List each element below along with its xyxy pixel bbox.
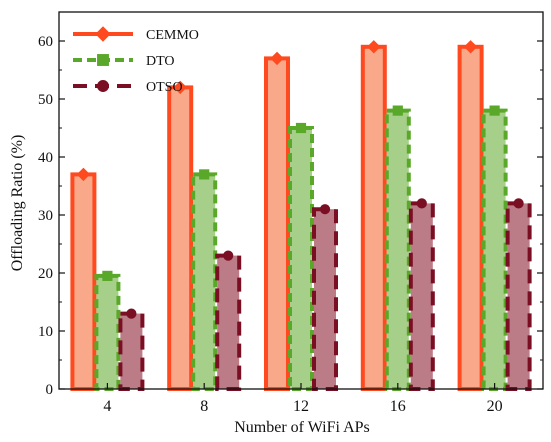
bar-cemmo-12 — [264, 56, 290, 392]
legend-marker-dto — [97, 54, 109, 66]
bar-cemmo-4 — [70, 172, 97, 391]
bar-otso-8 — [215, 253, 242, 391]
bar-cemmo-16 — [360, 44, 387, 392]
bar-cemmo-8 — [167, 85, 194, 392]
marker-dto-8 — [199, 169, 210, 180]
y-tick-label-10: 10 — [38, 324, 53, 340]
bar-dto-20 — [481, 108, 508, 391]
y-tick-label-0: 0 — [46, 382, 54, 398]
bar-dto-16 — [384, 108, 411, 391]
bar-dto-8 — [191, 172, 218, 391]
x-tick-label-12: 12 — [293, 398, 309, 415]
x-tick-label-20: 20 — [487, 398, 503, 415]
marker-otso-16 — [416, 198, 427, 209]
legend-label-otso: OTSO — [146, 80, 183, 95]
bar-otso-20 — [505, 201, 532, 391]
bar-dto-12 — [288, 126, 314, 391]
x-tick-label-8: 8 — [200, 398, 208, 415]
marker-dto-12 — [295, 122, 307, 134]
marker-cemmo-4 — [76, 167, 91, 182]
y-tick-label-60: 60 — [38, 34, 53, 50]
legend-marker-otso — [97, 80, 109, 92]
bar-cemmo-20 — [457, 44, 484, 392]
marker-cemmo-8 — [173, 80, 187, 95]
y-tick-label-20: 20 — [38, 266, 53, 282]
bar-dto-4 — [94, 273, 121, 391]
y-tick-label-30: 30 — [38, 208, 53, 224]
marker-cemmo-12 — [270, 51, 284, 66]
y-axis-label: Offloading Ratio (%) — [9, 135, 26, 272]
x-tick-label-16: 16 — [390, 398, 406, 415]
marker-otso-20 — [513, 198, 524, 209]
marker-otso-8 — [223, 250, 234, 261]
legend-label-cemmo: CEMMO — [146, 28, 199, 43]
marker-otso-4 — [126, 308, 137, 319]
marker-dto-20 — [489, 105, 500, 116]
marker-dto-16 — [392, 105, 403, 116]
marker-cemmo-16 — [367, 40, 381, 54]
bar-otso-12 — [312, 207, 338, 391]
y-tick-label-50: 50 — [38, 92, 53, 108]
y-tick-label-40: 40 — [38, 150, 53, 166]
marker-otso-12 — [319, 204, 331, 215]
bar-otso-4 — [118, 311, 145, 392]
legend-marker-cemmo — [95, 26, 111, 42]
marker-cemmo-20 — [463, 40, 478, 54]
plot-frame — [58, 11, 544, 390]
x-tick-label-4: 4 — [103, 398, 111, 415]
legend-label-dto: DTO — [146, 54, 175, 69]
bar-otso-16 — [408, 201, 435, 391]
marker-dto-4 — [102, 270, 113, 281]
x-axis-label: Number of WiFi APs — [234, 419, 370, 436]
